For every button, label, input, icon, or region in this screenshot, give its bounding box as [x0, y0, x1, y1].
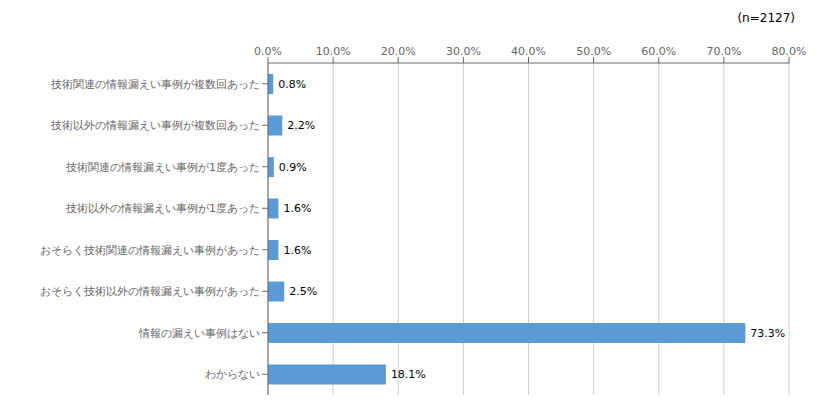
svg-text:60.0%: 60.0% [641, 45, 676, 58]
svg-text:80.0%: 80.0% [772, 45, 807, 58]
svg-text:技術以外の情報漏えい事例が1度あった: 技術以外の情報漏えい事例が1度あった [65, 202, 260, 215]
svg-text:18.1%: 18.1% [391, 368, 426, 381]
svg-text:おそらく技術以外の情報漏えい事例があった: おそらく技術以外の情報漏えい事例があった [40, 285, 260, 298]
svg-text:わからない: わからない [205, 368, 260, 381]
svg-text:1.6%: 1.6% [283, 244, 311, 257]
html-text:(n=2127): (n=2127) [737, 11, 795, 25]
svg-text:40.0%: 40.0% [511, 45, 546, 58]
svg-text:2.2%: 2.2% [287, 119, 315, 132]
svg-text:技術関連の情報漏えい事例が複数回あった: 技術関連の情報漏えい事例が複数回あった [50, 78, 260, 91]
svg-text:1.6%: 1.6% [283, 202, 311, 215]
svg-text:50.0%: 50.0% [576, 45, 611, 58]
svg-text:0.8%: 0.8% [278, 78, 306, 91]
svg-text:73.3%: 73.3% [750, 327, 785, 340]
svg-text:70.0%: 70.0% [706, 45, 741, 58]
svg-text:10.0%: 10.0% [316, 45, 351, 58]
svg-text:0.0%: 0.0% [254, 45, 282, 58]
svg-text:情報の漏えい事例はない: 情報の漏えい事例はない [138, 327, 260, 340]
svg-text:技術関連の情報漏えい事例が1度あった: 技術関連の情報漏えい事例が1度あった [65, 161, 260, 174]
svg-text:30.0%: 30.0% [446, 45, 481, 58]
svg-text:技術以外の情報漏えい事例が複数回あった: 技術以外の情報漏えい事例が複数回あった [50, 119, 260, 132]
svg-text:2.5%: 2.5% [289, 285, 317, 298]
svg-text:20.0%: 20.0% [381, 45, 416, 58]
svg-text:0.9%: 0.9% [279, 161, 307, 174]
svg-text:おそらく技術関連の情報漏えい事例があった: おそらく技術関連の情報漏えい事例があった [40, 244, 260, 257]
